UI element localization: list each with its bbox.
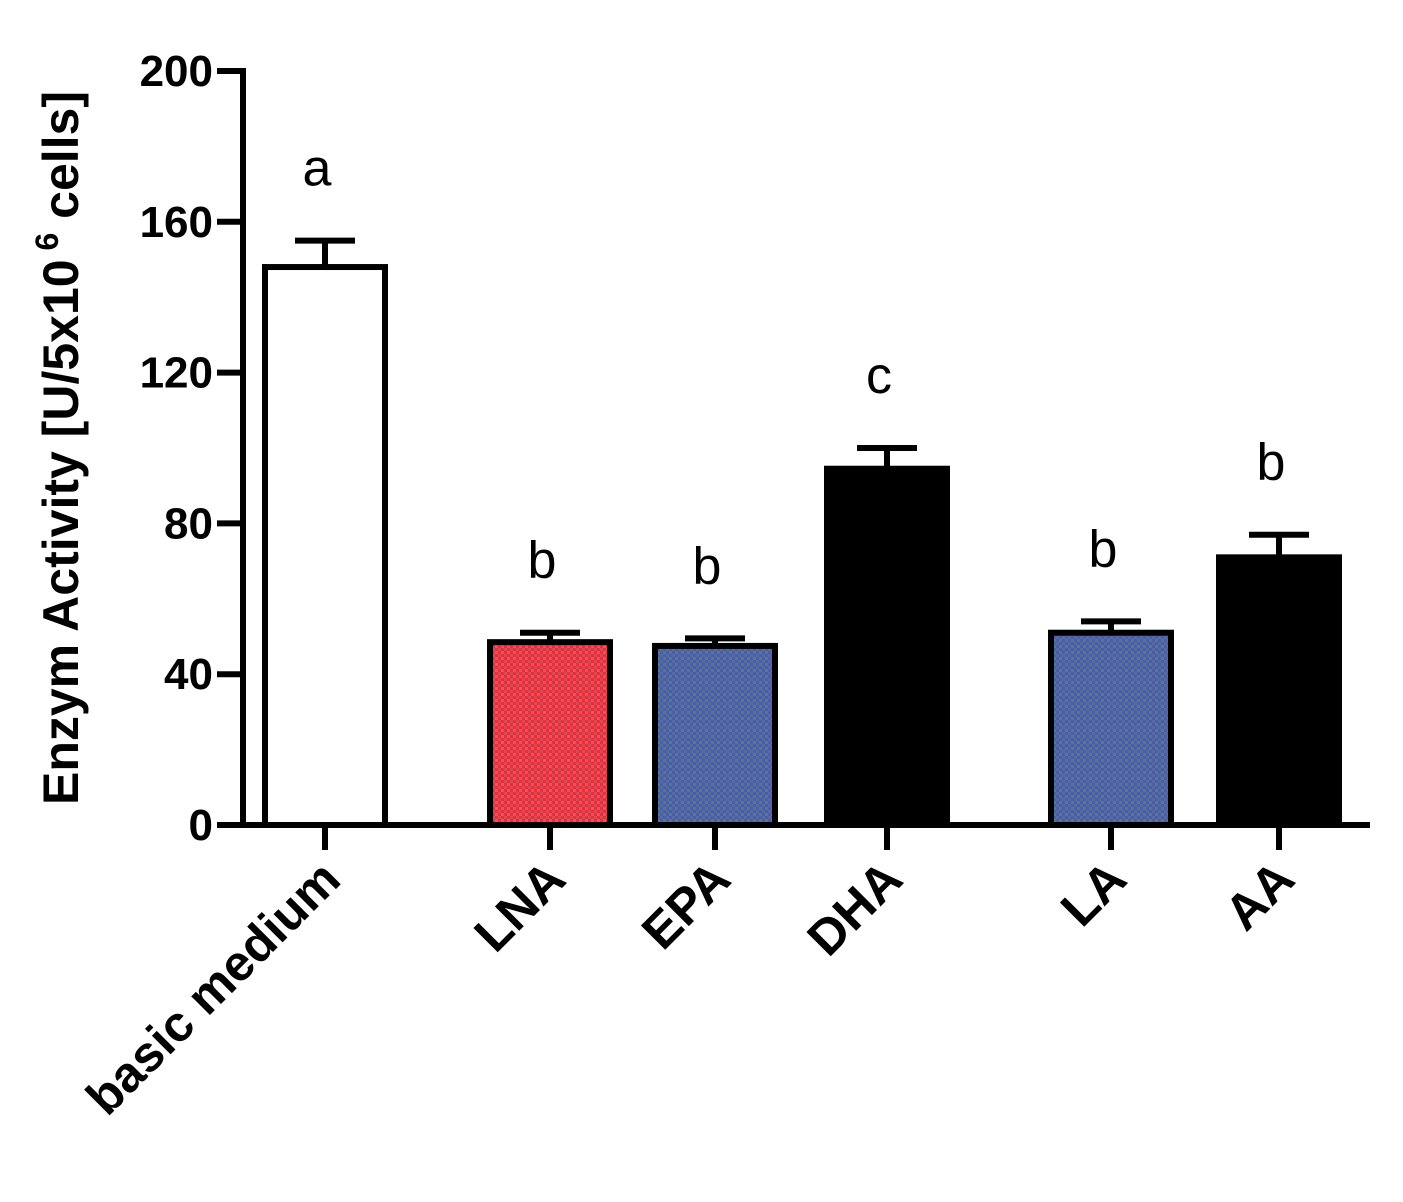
y-tick-label-1: 0 bbox=[189, 801, 213, 850]
y-axis-title-superscript: 6 bbox=[29, 233, 65, 260]
y-tick-label-2: 40 bbox=[164, 650, 213, 699]
y-axis-title-suffix: cells] bbox=[33, 91, 89, 233]
bar-5 bbox=[1048, 629, 1174, 828]
significance-label-5: b bbox=[1089, 520, 1118, 578]
bar-3 bbox=[652, 642, 778, 828]
bar-6 bbox=[1216, 554, 1342, 829]
y-tick-label-6: 200 bbox=[140, 47, 213, 96]
category-labels-group: basic medium LNA EPA DHA LA AA bbox=[75, 850, 1304, 1125]
bars-group bbox=[262, 237, 1342, 829]
significance-label-4: c bbox=[866, 347, 892, 405]
bar-2 bbox=[487, 639, 613, 829]
bar-4 bbox=[824, 465, 950, 828]
category-label-4: DHA bbox=[797, 850, 913, 966]
y-tick-label-5: 160 bbox=[140, 198, 213, 247]
y-axis-title-text: Enzym Activity [U/5x10 6 cells] bbox=[29, 91, 89, 805]
y-tick-label-3: 80 bbox=[164, 499, 213, 548]
category-label-1: basic medium bbox=[75, 850, 350, 1125]
significance-label-6: b bbox=[1257, 434, 1286, 492]
ticks-group: 0 40 80 120 160 200 bbox=[140, 47, 1282, 850]
bar-1 bbox=[262, 264, 388, 829]
significance-label-2: b bbox=[528, 532, 557, 590]
category-label-5: LA bbox=[1050, 850, 1137, 937]
significance-label-3: b bbox=[693, 537, 722, 595]
y-axis-title: Enzym Activity [U/5x10 6 cells] bbox=[29, 91, 89, 805]
category-label-2: LNA bbox=[464, 850, 576, 962]
axes-group bbox=[240, 68, 1370, 828]
significance-label-1: a bbox=[303, 140, 332, 198]
category-label-3: EPA bbox=[631, 850, 741, 960]
category-label-6: AA bbox=[1214, 850, 1305, 941]
significance-labels-group: a b b c b b bbox=[303, 140, 1286, 596]
y-axis-title-prefix: Enzym Activity [U/5x10 bbox=[33, 259, 89, 805]
y-tick-label-4: 120 bbox=[140, 349, 213, 398]
